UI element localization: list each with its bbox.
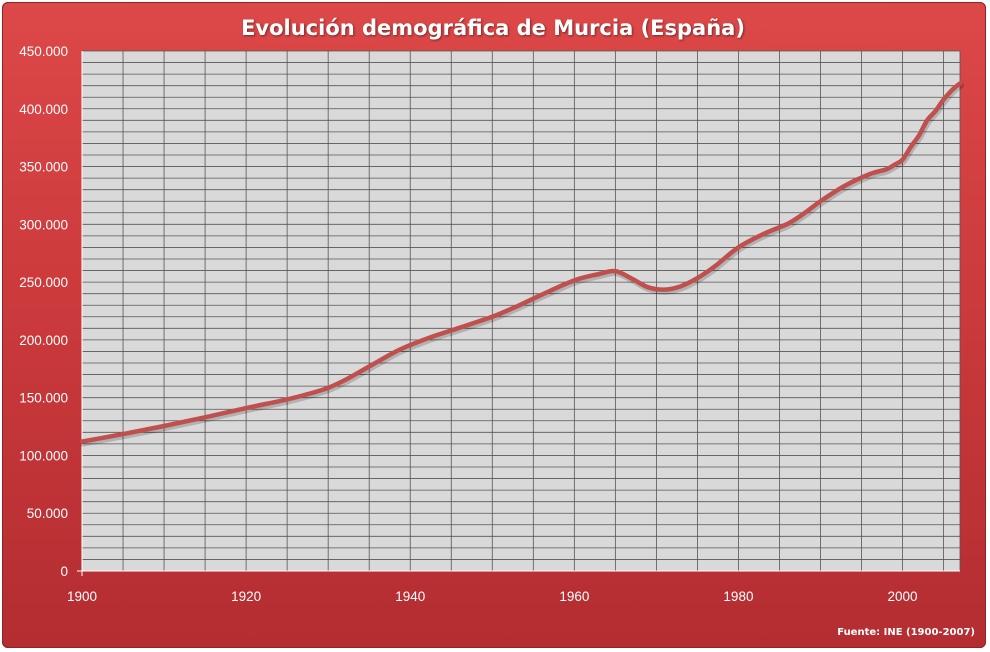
plot-background [82, 51, 960, 571]
y-tick-label: 150.000 [19, 391, 68, 406]
x-tick-label: 1920 [231, 589, 261, 604]
x-tick-label: 1980 [723, 589, 753, 604]
y-tick-label: 400.000 [19, 102, 68, 117]
series-line [79, 81, 963, 444]
grid [77, 50, 961, 576]
y-tick-label: 100.000 [19, 448, 68, 463]
source-note: Fuente: INE (1900-2007) [837, 627, 975, 638]
y-tick-label: 200.000 [19, 333, 68, 348]
x-tick-label: 1940 [395, 589, 425, 604]
series-layer [79, 81, 964, 447]
y-tick-label: 50.000 [27, 506, 68, 521]
y-tick-label: 0 [60, 564, 68, 579]
x-tick-label: 1960 [559, 589, 589, 604]
plot-area [82, 51, 960, 571]
y-tick-label: 300.000 [19, 217, 68, 232]
x-axis-labels: 1900 1920 1940 1960 1980 2000 [67, 589, 918, 604]
y-tick-label: 350.000 [19, 160, 68, 175]
x-tick-label: 1900 [67, 589, 97, 604]
x-tick-label: 2000 [888, 589, 918, 604]
y-axis-labels: 0 50.000 100.000 150.000 200.000 250.000 300.0… [19, 44, 68, 579]
y-tick-label: 250.000 [19, 275, 68, 290]
y-tick-label: 450.000 [19, 44, 68, 59]
chart-title: Evolución demográfica de Murcia (España) [241, 16, 745, 40]
